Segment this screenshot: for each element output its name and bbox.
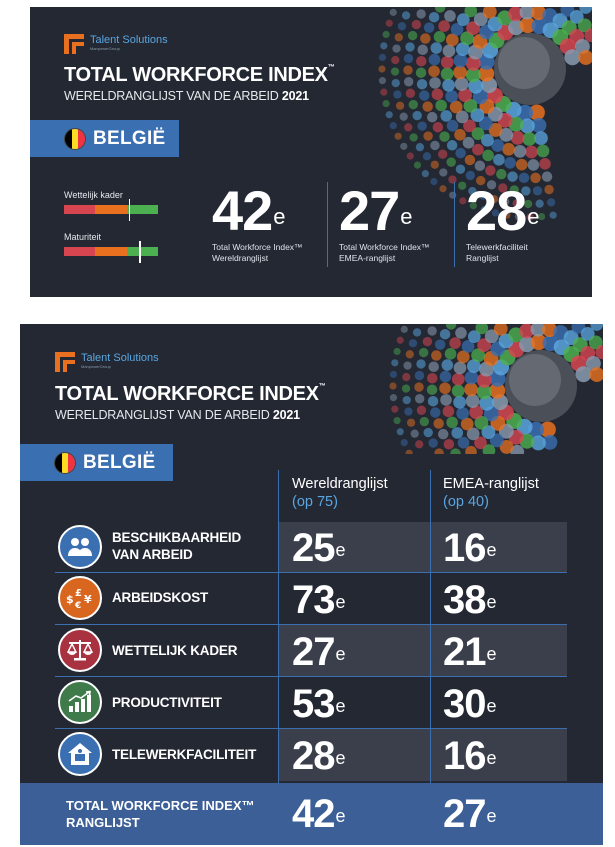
emea-rank-label: Total Workforce Index™ EMEA-ranglijst (339, 242, 430, 263)
world-rank-cell: 28e (292, 734, 346, 778)
world-rank-cell: 53e (292, 682, 346, 726)
currency-icon: $ £ ¥ € (58, 576, 102, 620)
brand-parent: ManpowerGroup (90, 46, 120, 51)
remote-work-rank-label: Telewerkfaciliteit Ranglijst (466, 242, 528, 263)
home-laptop-icon (58, 732, 102, 776)
column-divider (278, 470, 279, 783)
dot-pattern-decoration (378, 7, 592, 221)
world-rank-cell: 27e (292, 630, 346, 674)
svg-text:€: € (74, 601, 81, 609)
column-header-world: Wereldranglijst (op 75) (292, 476, 388, 510)
emea-rank-cell: 21e (443, 630, 497, 674)
belgium-flag-icon (54, 451, 76, 474)
talent-solutions-logo-icon (55, 352, 75, 372)
brand-logo: Talent Solutions ManpowerGroup (55, 352, 159, 372)
svg-text:£: £ (75, 588, 82, 599)
column-divider (430, 470, 431, 783)
emea-rank-cell: 16e (443, 526, 497, 570)
growth-chart-icon (58, 680, 102, 724)
world-rank-value: 42e (212, 179, 286, 242)
brand-logo: Talent Solutions ManpowerGroup (64, 34, 168, 54)
world-rank-cell: 25e (292, 526, 346, 570)
gauge-bar-legal (64, 205, 158, 214)
column-header-emea: EMEA-ranglijst (op 40) (443, 476, 539, 510)
row-label: TELEWERKFACILITEIT (112, 747, 257, 762)
talent-solutions-logo-icon (64, 34, 84, 54)
world-rank-label: Total Workforce Index™ Wereldranglijst (212, 242, 303, 263)
emea-rank-value: 27e (339, 179, 413, 242)
page-subtitle: WERELDRANGLIJST VAN DE ARBEID 2021 (64, 89, 309, 103)
gauge-marker-legal (128, 199, 131, 221)
page-subtitle: WERELDRANGLIJST VAN DE ARBEID 2021 (55, 408, 300, 422)
total-emea-rank: 27e (443, 792, 497, 836)
divider (454, 182, 455, 267)
row-label: PRODUCTIVITEIT (112, 695, 222, 710)
row-label: BESCHIKBAARHEID VAN ARBEID (112, 530, 242, 562)
gauge-marker-maturity (139, 241, 141, 263)
gauge-bar-maturity (64, 247, 158, 256)
gauge-label-legal: Wettelijk kader (64, 190, 123, 200)
country-banner: BELGIË (20, 444, 173, 481)
dot-pattern-decoration (389, 324, 603, 454)
people-icon (58, 525, 102, 569)
country-name: BELGIË (83, 451, 156, 473)
emea-rank-cell: 38e (443, 578, 497, 622)
brand-name: Talent Solutions (81, 352, 159, 364)
row-label: ARBEIDSKOST (112, 590, 209, 605)
country-name: BELGIË (93, 127, 166, 149)
emea-rank-cell: 16e (443, 734, 497, 778)
brand-parent: ManpowerGroup (81, 364, 111, 369)
brand-name: Talent Solutions (90, 34, 168, 46)
emea-rank-cell: 30e (443, 682, 497, 726)
remote-work-rank-value: 28e (466, 179, 540, 242)
gauge-label-maturity: Maturiteit (64, 232, 102, 242)
summary-panel: Talent Solutions ManpowerGroup TOTAL WOR… (30, 7, 592, 297)
belgium-flag-icon (64, 127, 86, 150)
total-row: TOTAL WORKFORCE INDEX™ RANGLIJST 42e 27e (20, 783, 603, 845)
ranking-table-panel: Talent Solutions ManpowerGroup TOTAL WOR… (20, 324, 603, 845)
svg-text:$: $ (66, 593, 74, 606)
divider (327, 182, 328, 267)
country-banner: BELGIË (30, 120, 179, 157)
row-label: WETTELIJK KADER (112, 643, 238, 658)
scales-icon (58, 628, 102, 672)
page-title: TOTAL WORKFORCE INDEX™ (64, 64, 335, 86)
total-row-label: TOTAL WORKFORCE INDEX™ RANGLIJST (66, 798, 255, 830)
page-title: TOTAL WORKFORCE INDEX™ (55, 383, 326, 405)
total-world-rank: 42e (292, 792, 346, 836)
svg-text:¥: ¥ (84, 593, 92, 606)
world-rank-cell: 73e (292, 578, 346, 622)
